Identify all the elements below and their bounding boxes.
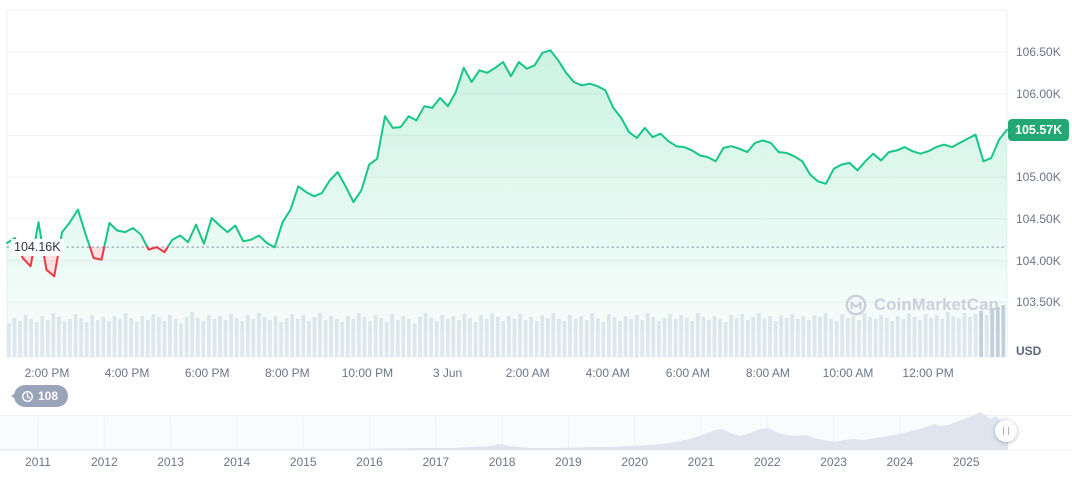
open-price-label: 104.16K [11,239,64,256]
x-axis-tick-label: 4:00 PM [104,366,150,380]
y-axis-tick-label: 104.50K [1016,211,1061,226]
x-axis-tick-label: 10:00 PM [341,366,394,380]
navigator-year-label: 2015 [289,455,317,469]
navigator-year-label: 2016 [356,455,383,469]
handle-grip-icon [1003,427,1009,435]
navigator-year-label: 2019 [555,455,582,469]
watchers-count: 108 [38,389,59,403]
y-axis-tick-label: 104.00K [1016,253,1061,268]
navigator-year-label: 2013 [157,455,184,469]
currency-unit-label: USD [1016,344,1042,358]
price-line-up [6,49,1008,249]
open-price-value: 104.16K [14,240,61,254]
x-axis-tick-label: 2:00 PM [24,366,70,380]
navigator-year-label: 2011 [25,455,51,469]
history-clock-icon [21,390,34,402]
price-line-down [17,246,169,278]
coinmarketcap-watermark: CoinMarketCap [845,294,999,316]
x-axis-tick-label: 4:00 AM [585,366,630,380]
navigator-range-handle[interactable] [995,420,1017,442]
x-axis-tick-label: 12:00 PM [902,366,954,380]
navigator-year-label: 2022 [753,455,781,469]
x-axis-tick-label: 8:00 PM [264,366,310,380]
coinmarketcap-logo-icon [845,294,867,316]
x-axis-tick-label: 10:00 AM [822,366,874,380]
current-price-badge: 105.57K [1008,119,1070,141]
navigator-year-label: 2025 [952,455,980,469]
y-axis-tick-label: 106.00K [1016,86,1061,101]
navigator-year-label: 2021 [687,455,715,469]
navigator-area[interactable] [0,412,1008,450]
x-axis-tick-label: 6:00 PM [184,366,230,380]
y-axis-tick-label: 106.50K [1016,45,1061,59]
x-axis-tick-label: 6:00 AM [665,366,710,380]
navigator-year-label: 2020 [621,455,649,469]
x-axis-tick-label: 2:00 AM [505,366,550,380]
navigator-year-label: 2024 [886,455,914,469]
y-axis-tick-label: 105.00K [1016,170,1061,185]
x-axis-tick-label: 3 Jun [432,366,463,380]
x-axis-tick-label: 8:00 AM [745,366,790,380]
y-axis-tick-label: 103.50K [1016,295,1061,310]
watermark-text: CoinMarketCap [874,295,999,314]
watchers-count-badge: 108 [10,385,69,407]
navigator-year-label: 2012 [90,455,118,469]
current-price-value: 105.57K [1015,123,1063,137]
navigator-year-label: 2018 [488,455,516,469]
navigator-year-label: 2023 [820,455,847,469]
navigator-year-label: 2017 [422,455,450,469]
navigator-year-label: 2014 [223,455,251,469]
price-area-fill [7,50,1007,358]
